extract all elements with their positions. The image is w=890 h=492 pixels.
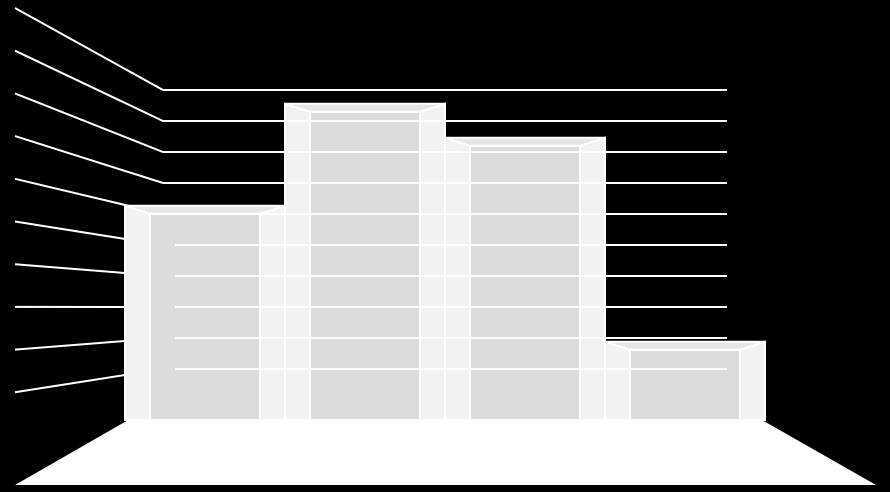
floor-plane bbox=[15, 400, 876, 485]
bar-left-face bbox=[124, 204, 151, 421]
bar-side-face bbox=[739, 340, 766, 421]
bar bbox=[604, 340, 766, 421]
bar-top-face bbox=[284, 102, 446, 113]
bar-side-face bbox=[579, 136, 606, 421]
bar-front-face bbox=[629, 348, 741, 421]
bar-top-face bbox=[444, 136, 606, 147]
bar-front-face bbox=[149, 212, 261, 421]
bar bbox=[444, 136, 606, 422]
bar-side-face bbox=[259, 204, 286, 421]
bar-front-face bbox=[469, 144, 581, 422]
chart-floor bbox=[15, 400, 876, 485]
bar-top-face bbox=[604, 340, 766, 351]
bar-left-face bbox=[444, 136, 471, 421]
bar bbox=[124, 204, 286, 421]
bar-left-face bbox=[604, 340, 631, 421]
bar-top-face bbox=[124, 204, 286, 215]
gridline bbox=[14, 7, 727, 91]
bar-front-face bbox=[309, 110, 421, 422]
bars bbox=[124, 89, 766, 422]
